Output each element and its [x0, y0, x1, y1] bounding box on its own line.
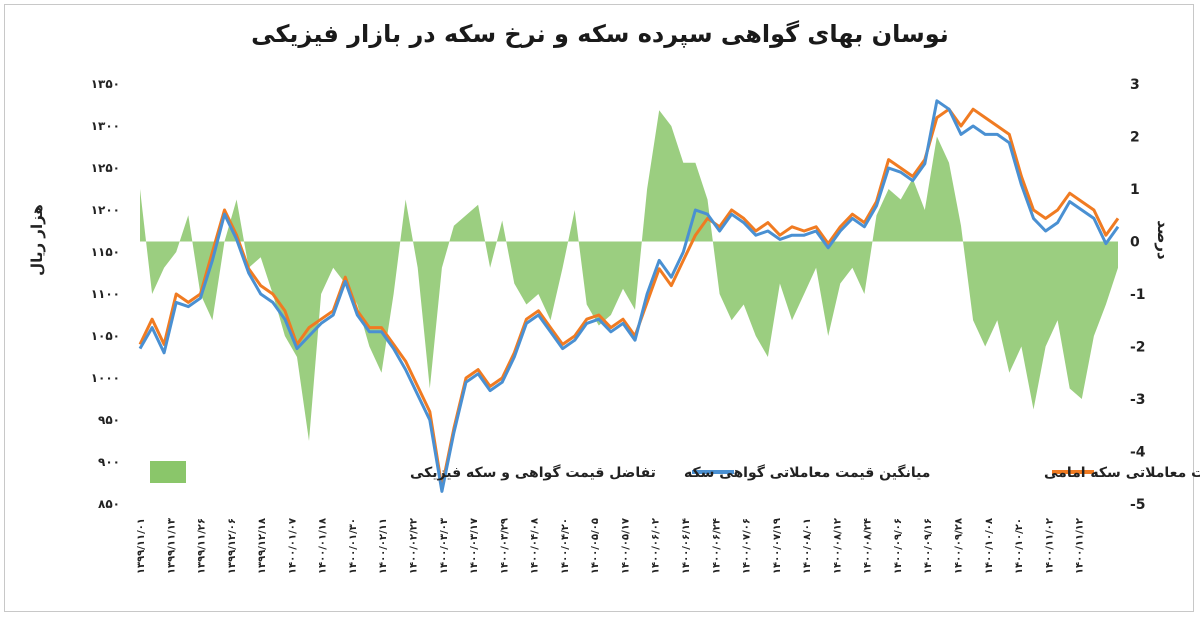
- y2-tick-label: -5: [1130, 497, 1146, 513]
- x-tick-label: ۱۴۰۰/۰۱/۱۸: [318, 518, 329, 574]
- x-tick-label: ۱۳۹۹/۱۲/۰۶: [227, 518, 238, 574]
- y-axis-title: هزار ریال: [28, 204, 46, 276]
- y-tick-label: ۹۰۰: [98, 455, 120, 469]
- chart-title: نوسان بهای گواهی سپرده سکه و نرخ سکه در …: [251, 20, 949, 48]
- y2-tick-label: 2: [1130, 130, 1140, 146]
- x-tick-label: ۱۴۰۰/۰۹/۱۶: [923, 518, 934, 574]
- legend-label: یک صدم قیمت معاملاتی سکه امامی: [1044, 465, 1200, 481]
- legend-swatch: [150, 461, 186, 483]
- x-tick-label: ۱۴۰۰/۰۹/۰۶: [893, 518, 904, 574]
- y2-tick-label: -1: [1130, 287, 1146, 303]
- y-tick-label: ۱۳۵۰: [91, 77, 120, 91]
- y2-tick-label: 1: [1130, 182, 1140, 198]
- x-tick-label: ۱۴۰۰/۱۱/۰۲: [1044, 518, 1055, 574]
- x-tick-label: ۱۴۰۰/۰۶/۱۴: [681, 518, 692, 574]
- x-tick-label: ۱۴۰۰/۰۴/۲۰: [560, 518, 571, 574]
- x-tick-label: ۱۴۰۰/۰۳/۰۳: [439, 518, 450, 574]
- x-tick-label: ۱۴۰۰/۰۷/۰۶: [742, 518, 753, 574]
- chart-frame: [4, 4, 1194, 612]
- y-tick-label: ۱۰۰۰: [91, 371, 120, 385]
- x-tick-label: ۱۴۰۰/۰۹/۲۸: [954, 518, 965, 574]
- y-tick-label: ۱۲۵۰: [91, 161, 120, 175]
- y-tick-label: ۱۱۰۰: [91, 287, 120, 301]
- x-tick-label: ۱۳۹۹/۱۲/۱۸: [257, 518, 268, 574]
- x-tick-label: ۱۳۹۹/۱۱/۰۱: [136, 518, 147, 574]
- x-tick-label: ۱۳۹۹/۱۱/۱۳: [166, 518, 177, 574]
- y-tick-label: ۱۲۰۰: [91, 203, 120, 217]
- x-tick-label: ۱۴۰۰/۰۸/۰۱: [802, 518, 813, 574]
- left-axis-ticks: ۱۳۵۰ ۱۳۰۰ ۱۲۵۰ ۱۲۰۰ ۱۱۵۰ ۱۱۰۰ ۱۰۵۰ ۱۰۰۰ ۹۵۰ ۹۰۰ ۸۵…: [91, 77, 120, 511]
- x-tick-label: ۱۴۰۰/۰۲/۲۲: [409, 518, 420, 574]
- legend-label: میانگین قیمت معاملاتی گواهی سکه: [684, 464, 930, 481]
- x-tick-label: ۱۴۰۰/۰۶/۰۲: [651, 518, 662, 574]
- difference-area: [140, 110, 1118, 442]
- y-tick-label: ۱۰۵۰: [91, 329, 120, 343]
- certificate-price-line: [138, 99, 1120, 493]
- y2-tick-label: 3: [1130, 77, 1140, 93]
- legend: یک صدم قیمت معاملاتی سکه امامی میانگین قی…: [150, 461, 1200, 483]
- y-tick-label: ۱۳۰۰: [91, 119, 120, 133]
- coin-price-line: [138, 107, 1120, 489]
- x-tick-label: ۱۴۰۰/۰۸/۲۴: [863, 518, 874, 574]
- x-tick-label: ۱۴۰۰/۰۳/۲۹: [499, 518, 510, 574]
- y2-tick-label: 0: [1130, 235, 1140, 251]
- x-tick-label: ۱۴۰۰/۰۳/۱۷: [469, 518, 480, 574]
- x-tick-label: ۱۴۰۰/۰۵/۱۷: [620, 518, 631, 574]
- x-tick-label: ۱۴۰۰/۰۷/۱۹: [772, 518, 783, 574]
- right-axis-ticks: 3 2 1 0 -1 -2 -3 -4 -5: [1130, 77, 1146, 513]
- x-tick-label: ۱۴۰۰/۰۸/۱۲: [832, 518, 843, 574]
- x-tick-label: ۱۴۰۰/۱۰/۲۰: [1014, 518, 1025, 574]
- x-tick-label: ۱۴۰۰/۰۱/۰۷: [287, 518, 298, 574]
- x-tick-label: ۱۴۰۰/۱۰/۰۸: [984, 518, 995, 574]
- x-tick-label: ۱۴۰۰/۰۶/۲۴: [711, 518, 722, 574]
- y-tick-label: ۸۵۰: [98, 497, 120, 511]
- x-tick-label: ۱۴۰۰/۰۱/۳۰: [348, 518, 359, 574]
- y-tick-label: ۱۱۵۰: [91, 245, 120, 259]
- y2-tick-label: -2: [1130, 340, 1146, 356]
- y2-tick-label: -3: [1130, 392, 1146, 408]
- y2-tick-label: -4: [1130, 445, 1146, 461]
- legend-label: تفاضل قیمت گواهی و سکه فیزیکی: [410, 464, 656, 481]
- x-tick-label: ۱۴۰۰/۰۵/۰۵: [590, 518, 601, 574]
- x-tick-label: ۱۴۰۰/۰۴/۰۸: [530, 518, 541, 574]
- x-tick-label: ۱۴۰۰/۰۲/۱۱: [378, 518, 389, 574]
- y-tick-label: ۹۵۰: [98, 413, 120, 427]
- x-tick-label: ۱۳۹۹/۱۱/۲۶: [197, 518, 208, 574]
- y2-axis-title: درصد: [1154, 220, 1172, 260]
- x-axis-ticks: ۱۳۹۹/۱۱/۰۱ ۱۳۹۹/۱۱/۱۳ ۱۳۹۹/۱۱/۲۶ ۱۳۹۹/۱۲/۰۶…: [136, 518, 1086, 574]
- x-tick-label: ۱۴۰۰/۱۱/۱۲: [1075, 518, 1086, 574]
- difference-area-layer: [139, 110, 1119, 442]
- lines-layer: [138, 99, 1120, 493]
